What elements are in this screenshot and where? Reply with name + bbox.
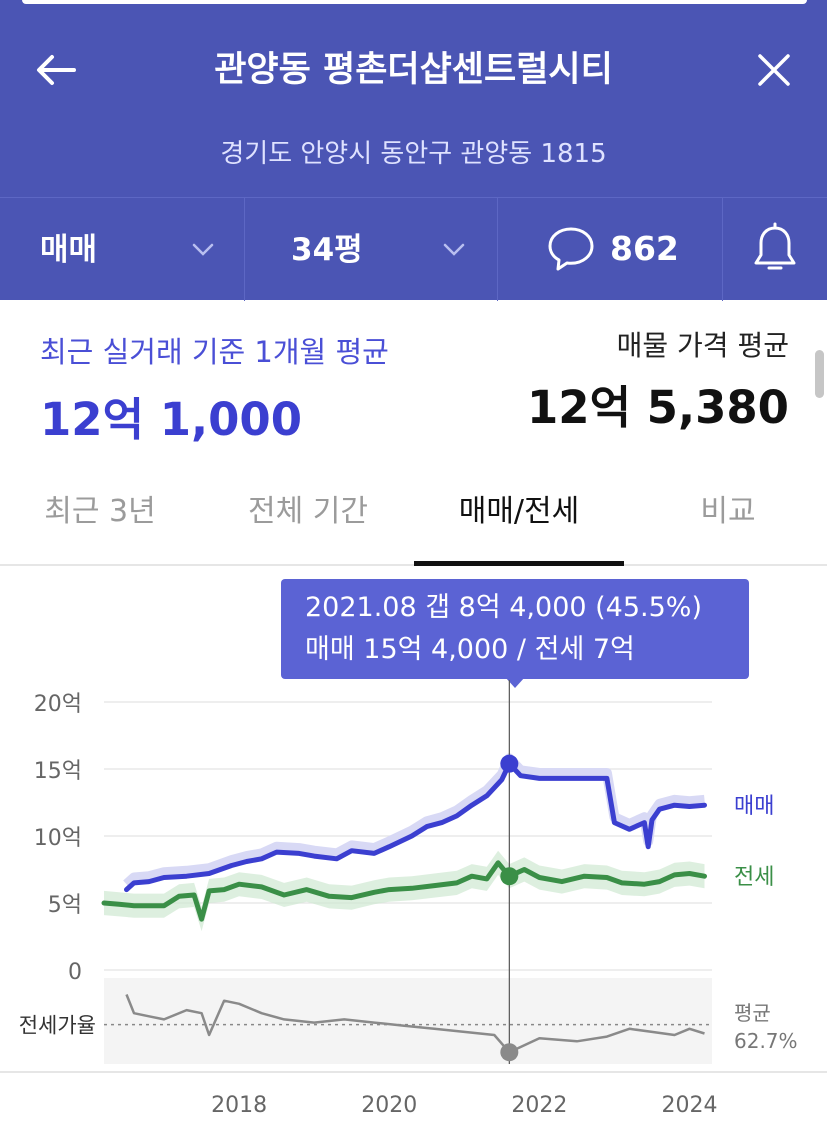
ratio-band [104,978,712,1064]
filter-toolbar: 매매 34평 862 [0,197,827,301]
ratio-line [125,994,705,1054]
sale-line [124,761,707,893]
bell-icon [754,222,796,270]
tab-recent-3y[interactable]: 최근 3년 [44,494,156,529]
status-strip [22,0,807,4]
listing-avg-label: 매물 가격 평균 [616,329,789,362]
jeonse-series-label: 전세 [734,865,774,890]
address: 경기도 안양시 동안구 관양동 1815 [220,139,607,169]
tooltip-gap-line: 2021.08 갭 8억 4,000 (45.5%) [305,592,702,623]
x-tick-label: 2020 [361,1093,417,1118]
ratio-highlight-point [500,1043,519,1062]
jeonse-highlight-point [500,867,519,886]
ratio-average-label: 평균 [734,1001,771,1025]
tooltip-pointer [505,677,525,688]
area-select[interactable]: 34평 [245,198,498,301]
speech-bubble-icon [548,227,594,271]
close-icon [758,54,790,86]
sale-range-band [123,753,705,888]
page-title: 관양동 평촌더샵센트럴시티 [214,50,613,90]
chevron-down-icon [192,243,214,256]
y-tick-label: 15억 [34,759,82,784]
arrow-left-icon [37,55,76,85]
y-tick-label: 5억 [48,893,82,918]
sale-highlight-point [500,754,519,773]
comment-count: 862 [610,229,679,268]
deal-type-label: 매매 [40,232,98,268]
deal-type-select[interactable]: 매매 [0,198,245,301]
y-tick-label: 10억 [34,826,82,851]
scrollbar[interactable] [815,350,824,398]
tab-sale-jeonse[interactable]: 매매/전세 [458,494,580,529]
jeonse-line [101,860,707,922]
chart-tooltip: 2021.08 갭 8억 4,000 (45.5%) 매매 15억 4,000 … [281,579,749,688]
x-tick-label: 2018 [211,1093,267,1118]
tab-compare[interactable]: 비교 [700,494,756,529]
x-tick-label: 2024 [661,1093,717,1118]
chevron-down-icon [443,243,465,256]
recent-avg-value: 12억 1,000 [40,393,303,446]
period-tabs: 최근 3년 전체 기간 매매/전세 비교 [0,470,827,566]
x-tick-label: 2022 [511,1093,567,1118]
ratio-average-value: 62.7% [734,1029,798,1053]
sale-series-label: 매매 [734,794,774,819]
tooltip-price-line: 매매 15억 4,000 / 전세 7억 [305,634,635,665]
comments-button[interactable]: 862 [498,198,723,301]
y-tick-label: 0 [68,960,82,985]
area-label: 34평 [291,232,363,268]
back-button[interactable] [30,46,82,94]
close-button[interactable] [748,44,800,96]
listing-avg-value: 12억 5,380 [526,381,789,434]
recent-avg-label: 최근 실거래 기준 1개월 평균 [40,335,389,369]
notification-button[interactable] [723,198,827,301]
ratio-label: 전세가율 [19,1014,96,1038]
y-tick-label: 20억 [34,692,82,717]
tab-all-period[interactable]: 전체 기간 [248,494,368,529]
tab-active-indicator [414,561,624,566]
app-header: 관양동 평촌더샵센트럴시티 경기도 안양시 동안구 관양동 1815 매매 34… [0,0,827,301]
